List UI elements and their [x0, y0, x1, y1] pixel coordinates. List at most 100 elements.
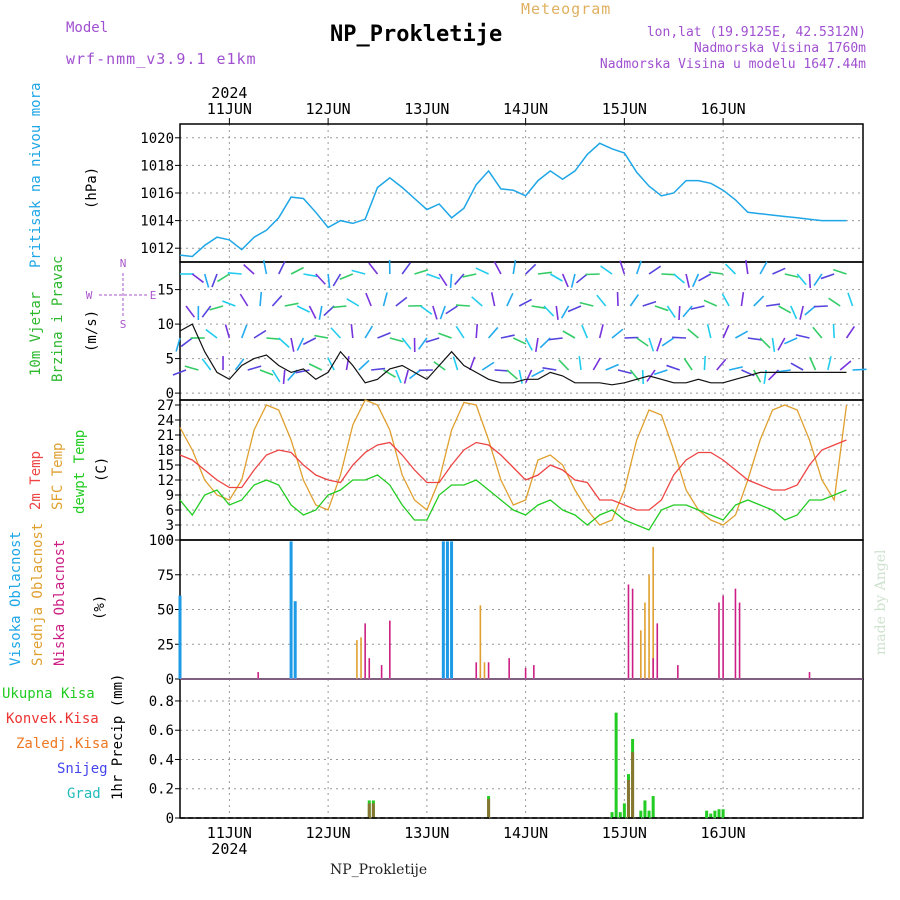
- meteogram-subtitle: Meteogram: [521, 0, 612, 18]
- total-precip-bar: [713, 810, 717, 818]
- wind-barb: [377, 332, 391, 339]
- wind-barb: [426, 273, 441, 280]
- mid-cloud-bar: [360, 637, 362, 679]
- day-label-bottom: 12JUN: [306, 824, 351, 842]
- wind-barb: [302, 337, 317, 346]
- compass-w-label: W: [86, 289, 93, 302]
- wind-barb: [184, 365, 199, 371]
- wind-barb: [383, 369, 396, 378]
- high-cloud-bar: [450, 541, 454, 679]
- wind-barb: [345, 356, 350, 371]
- wind-barb: [209, 305, 224, 311]
- wind-barb: [813, 305, 828, 308]
- precip-panel: 0 0.2 0.4 0.6 0.8: [149, 678, 864, 827]
- wind-barb: [524, 337, 533, 351]
- wind-barb: [617, 369, 632, 375]
- wind-barb: [687, 328, 699, 339]
- wind-barb: [395, 296, 408, 307]
- precip-legend-conv: Konvek.Kisa: [6, 711, 99, 727]
- high-cloud-bar: [178, 595, 182, 679]
- wind-barb: [567, 305, 582, 313]
- compass-s-label: S: [120, 318, 127, 331]
- low-cloud-bar: [380, 665, 383, 679]
- wind-barb: [172, 369, 187, 376]
- pressure-ytick-label: 1018: [140, 158, 174, 174]
- wind-barb: [506, 369, 519, 380]
- day-label-top: 13JUN: [404, 100, 449, 118]
- wind-barb: [682, 305, 693, 318]
- wind-barb: [518, 298, 533, 307]
- wind-barb: [278, 337, 290, 348]
- wind-barb: [683, 357, 693, 371]
- wind-barb: [180, 337, 193, 348]
- pressure-ytick-label: 1020: [140, 131, 174, 147]
- low-cloud-bar: [475, 662, 478, 679]
- wind-barb: [784, 273, 799, 278]
- temp-ytick-label: 18: [157, 443, 174, 459]
- wind-barb: [175, 337, 181, 352]
- low-cloud-bar: [808, 672, 811, 679]
- wind-barb: [271, 369, 281, 383]
- conv-precip-bar: [626, 779, 630, 818]
- wind-barb: [596, 294, 607, 307]
- wind-barb: [239, 293, 249, 307]
- wind-barb: [259, 291, 263, 307]
- wind-barb: [784, 337, 798, 345]
- wind-barb: [832, 268, 847, 275]
- temp-ytick-label: 0: [166, 533, 174, 549]
- temp-ytick-label: 6: [166, 503, 174, 519]
- wind-barb: [778, 305, 792, 314]
- wind-barb: [735, 330, 749, 339]
- wind-barb: [813, 273, 823, 287]
- wind-barb: [740, 292, 745, 307]
- wind-barb: [308, 305, 317, 319]
- sfc-temp-line: [179, 399, 848, 526]
- precip-ytick-label: 0.4: [149, 752, 174, 768]
- wind-barb: [766, 303, 781, 307]
- temp-ytick-label: 24: [157, 413, 174, 429]
- pressure-ytick-label: 1012: [140, 241, 174, 257]
- wind-barb: [562, 330, 576, 339]
- mid-cloud-bar: [483, 662, 486, 679]
- high-cloud-bar: [289, 541, 293, 679]
- wind-barb: [439, 305, 446, 320]
- wind-barb: [395, 369, 402, 384]
- wind-barb: [592, 357, 602, 371]
- wind-barb: [358, 359, 370, 371]
- total-precip-bar: [618, 812, 622, 818]
- wind-ytick-label: 10: [157, 317, 174, 333]
- total-precip-bar: [643, 800, 647, 818]
- wind-barb: [672, 336, 687, 339]
- temp-ytick-label: 27: [157, 398, 174, 414]
- wind-barb: [722, 324, 730, 339]
- low-cloud-bar: [738, 602, 741, 679]
- wind-barb: [323, 305, 335, 317]
- total-precip-bar: [709, 813, 713, 818]
- wind-barb: [534, 337, 539, 352]
- wind-barb: [698, 273, 712, 282]
- wind-barb: [558, 359, 570, 371]
- wind-barb: [703, 355, 706, 371]
- wind-barb: [828, 297, 841, 307]
- precip-ytick-label: 0.6: [149, 723, 174, 739]
- wind-barb: [408, 369, 422, 380]
- wind-barb: [549, 273, 563, 282]
- conv-precip-bar: [371, 803, 375, 818]
- wind-barb: [581, 324, 589, 339]
- wind-ytick-label: 0: [166, 386, 174, 402]
- wind-barb: [685, 273, 691, 288]
- low-cloud-bar: [631, 588, 634, 679]
- wind-barb: [661, 273, 676, 276]
- wind-barb: [346, 298, 360, 307]
- wind-barb: [768, 369, 780, 381]
- mid-cloud-bar: [648, 574, 650, 679]
- total-precip-bar: [614, 712, 618, 818]
- total-precip-bar: [721, 809, 725, 818]
- wind-barb: [728, 366, 743, 371]
- wind-panel: 0 5 10 15: [157, 261, 864, 402]
- wind-barb: [611, 328, 624, 339]
- low-cloud-bar: [389, 620, 391, 679]
- low-cloud-bar: [257, 672, 259, 679]
- wind-barb: [648, 265, 662, 275]
- wind-barb: [796, 273, 807, 286]
